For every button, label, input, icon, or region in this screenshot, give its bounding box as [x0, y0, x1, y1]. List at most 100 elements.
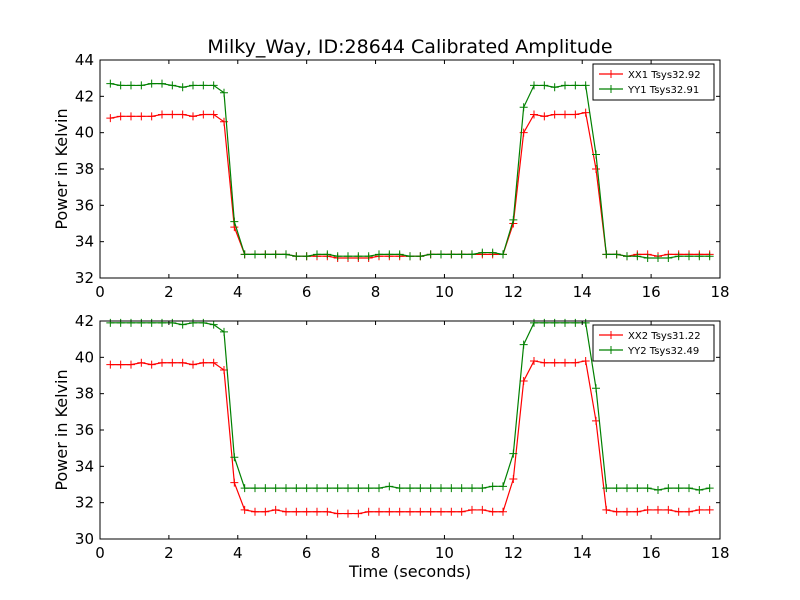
data-point: [333, 509, 342, 518]
y-tick-label: 30: [75, 530, 94, 548]
x-tick-label: 12: [504, 544, 523, 562]
data-point: [571, 358, 580, 367]
data-point: [385, 250, 394, 259]
data-point: [106, 114, 115, 123]
data-point: [292, 484, 301, 493]
data-point: [313, 507, 321, 516]
data-point: [581, 356, 590, 365]
data-point: [209, 320, 218, 329]
data-point: [705, 505, 714, 514]
y-tick-label: 40: [75, 348, 94, 366]
data-point: [323, 507, 332, 516]
legend-label: YY2 Tsys32.49: [627, 346, 699, 357]
data-point: [178, 83, 187, 92]
data-point: [302, 507, 311, 516]
data-point: [519, 376, 528, 385]
legend-marker: [607, 85, 615, 93]
x-tick-label: 8: [371, 544, 381, 562]
data-point: [685, 252, 693, 261]
y-tick-label: 34: [75, 457, 94, 475]
data-point: [488, 482, 497, 491]
data-point: [602, 250, 611, 259]
data-point: [271, 505, 280, 514]
data-point: [654, 485, 662, 494]
data-point: [664, 254, 673, 263]
data-point: [178, 320, 187, 329]
data-point: [705, 252, 714, 261]
data-point: [612, 507, 621, 516]
data-point: [643, 505, 652, 514]
data-point: [664, 484, 673, 493]
x-tick-label: 14: [573, 283, 592, 301]
data-point: [561, 110, 569, 119]
x-tick-label: 18: [710, 544, 729, 562]
x-tick-label: 6: [302, 544, 312, 562]
data-point: [530, 318, 538, 327]
data-point: [385, 482, 394, 491]
data-point: [199, 110, 208, 119]
data-point: [147, 79, 156, 88]
x-tick-label: 10: [435, 283, 454, 301]
data-point: [127, 81, 135, 90]
data-point: [230, 217, 239, 226]
chart-title: Milky_Way, ID:28644 Calibrated Amplitude: [207, 36, 612, 58]
data-point: [261, 250, 270, 259]
subplot-1: 0 2 4 6 8 10 12 14 16 18 32 34 36 38 40 42 44 Power in Ke…: [52, 51, 730, 301]
data-point: [674, 484, 683, 493]
y-tick-label: 42: [75, 312, 94, 330]
data-point: [674, 507, 683, 516]
data-point: [592, 165, 600, 173]
data-point: [488, 248, 497, 257]
data-point: [158, 79, 166, 88]
data-point: [375, 484, 383, 493]
data-point: [406, 507, 414, 516]
data-point: [147, 112, 156, 121]
data-point: [220, 327, 228, 336]
data-point: [499, 250, 507, 259]
legend-label: XX2 Tsys31.22: [628, 331, 701, 342]
data-point: [209, 81, 218, 90]
data-point: [654, 505, 662, 514]
data-point: [282, 507, 290, 516]
data-point: [488, 507, 497, 516]
data-point: [550, 358, 559, 367]
x-tick-label: 16: [642, 544, 661, 562]
data-point: [313, 250, 321, 259]
y-tick-label: 44: [75, 51, 94, 69]
data-point: [251, 484, 259, 493]
data-point: [426, 507, 435, 516]
data-point: [416, 484, 425, 493]
x-axis-label: Time (seconds): [348, 562, 471, 581]
data-point: [209, 110, 218, 119]
data-point: [685, 507, 693, 516]
x-tick-label: 4: [233, 544, 243, 562]
data-point: [313, 484, 321, 493]
data-point: [571, 81, 580, 90]
data-point: [240, 505, 249, 514]
data-point: [178, 358, 187, 367]
data-point: [282, 250, 290, 259]
data-point: [540, 318, 549, 327]
legend-marker: [607, 331, 615, 339]
y-tick-label: 38: [75, 160, 94, 178]
subplot-2: 0 2 4 6 8 10 12 14 16 18 30 32 34 36 38 40 42 Power in Ke…: [52, 312, 730, 581]
x-tick-label: 0: [95, 283, 105, 301]
data-point: [416, 252, 425, 261]
data-point: [137, 358, 146, 367]
legend-label: XX1 Tsys32.92: [628, 70, 701, 81]
data-point: [240, 250, 249, 259]
data-point: [354, 509, 363, 518]
legend-marker: [607, 70, 615, 78]
data-point: [499, 507, 507, 516]
data-point: [395, 484, 404, 493]
y-tick-label: 32: [75, 269, 94, 287]
data-point: [550, 110, 559, 119]
data-point: [695, 505, 704, 514]
data-point: [116, 360, 125, 369]
data-point: [127, 112, 135, 121]
data-point: [127, 318, 135, 327]
data-point: [116, 112, 125, 121]
legend-box: [592, 324, 715, 362]
data-point: [592, 384, 600, 393]
